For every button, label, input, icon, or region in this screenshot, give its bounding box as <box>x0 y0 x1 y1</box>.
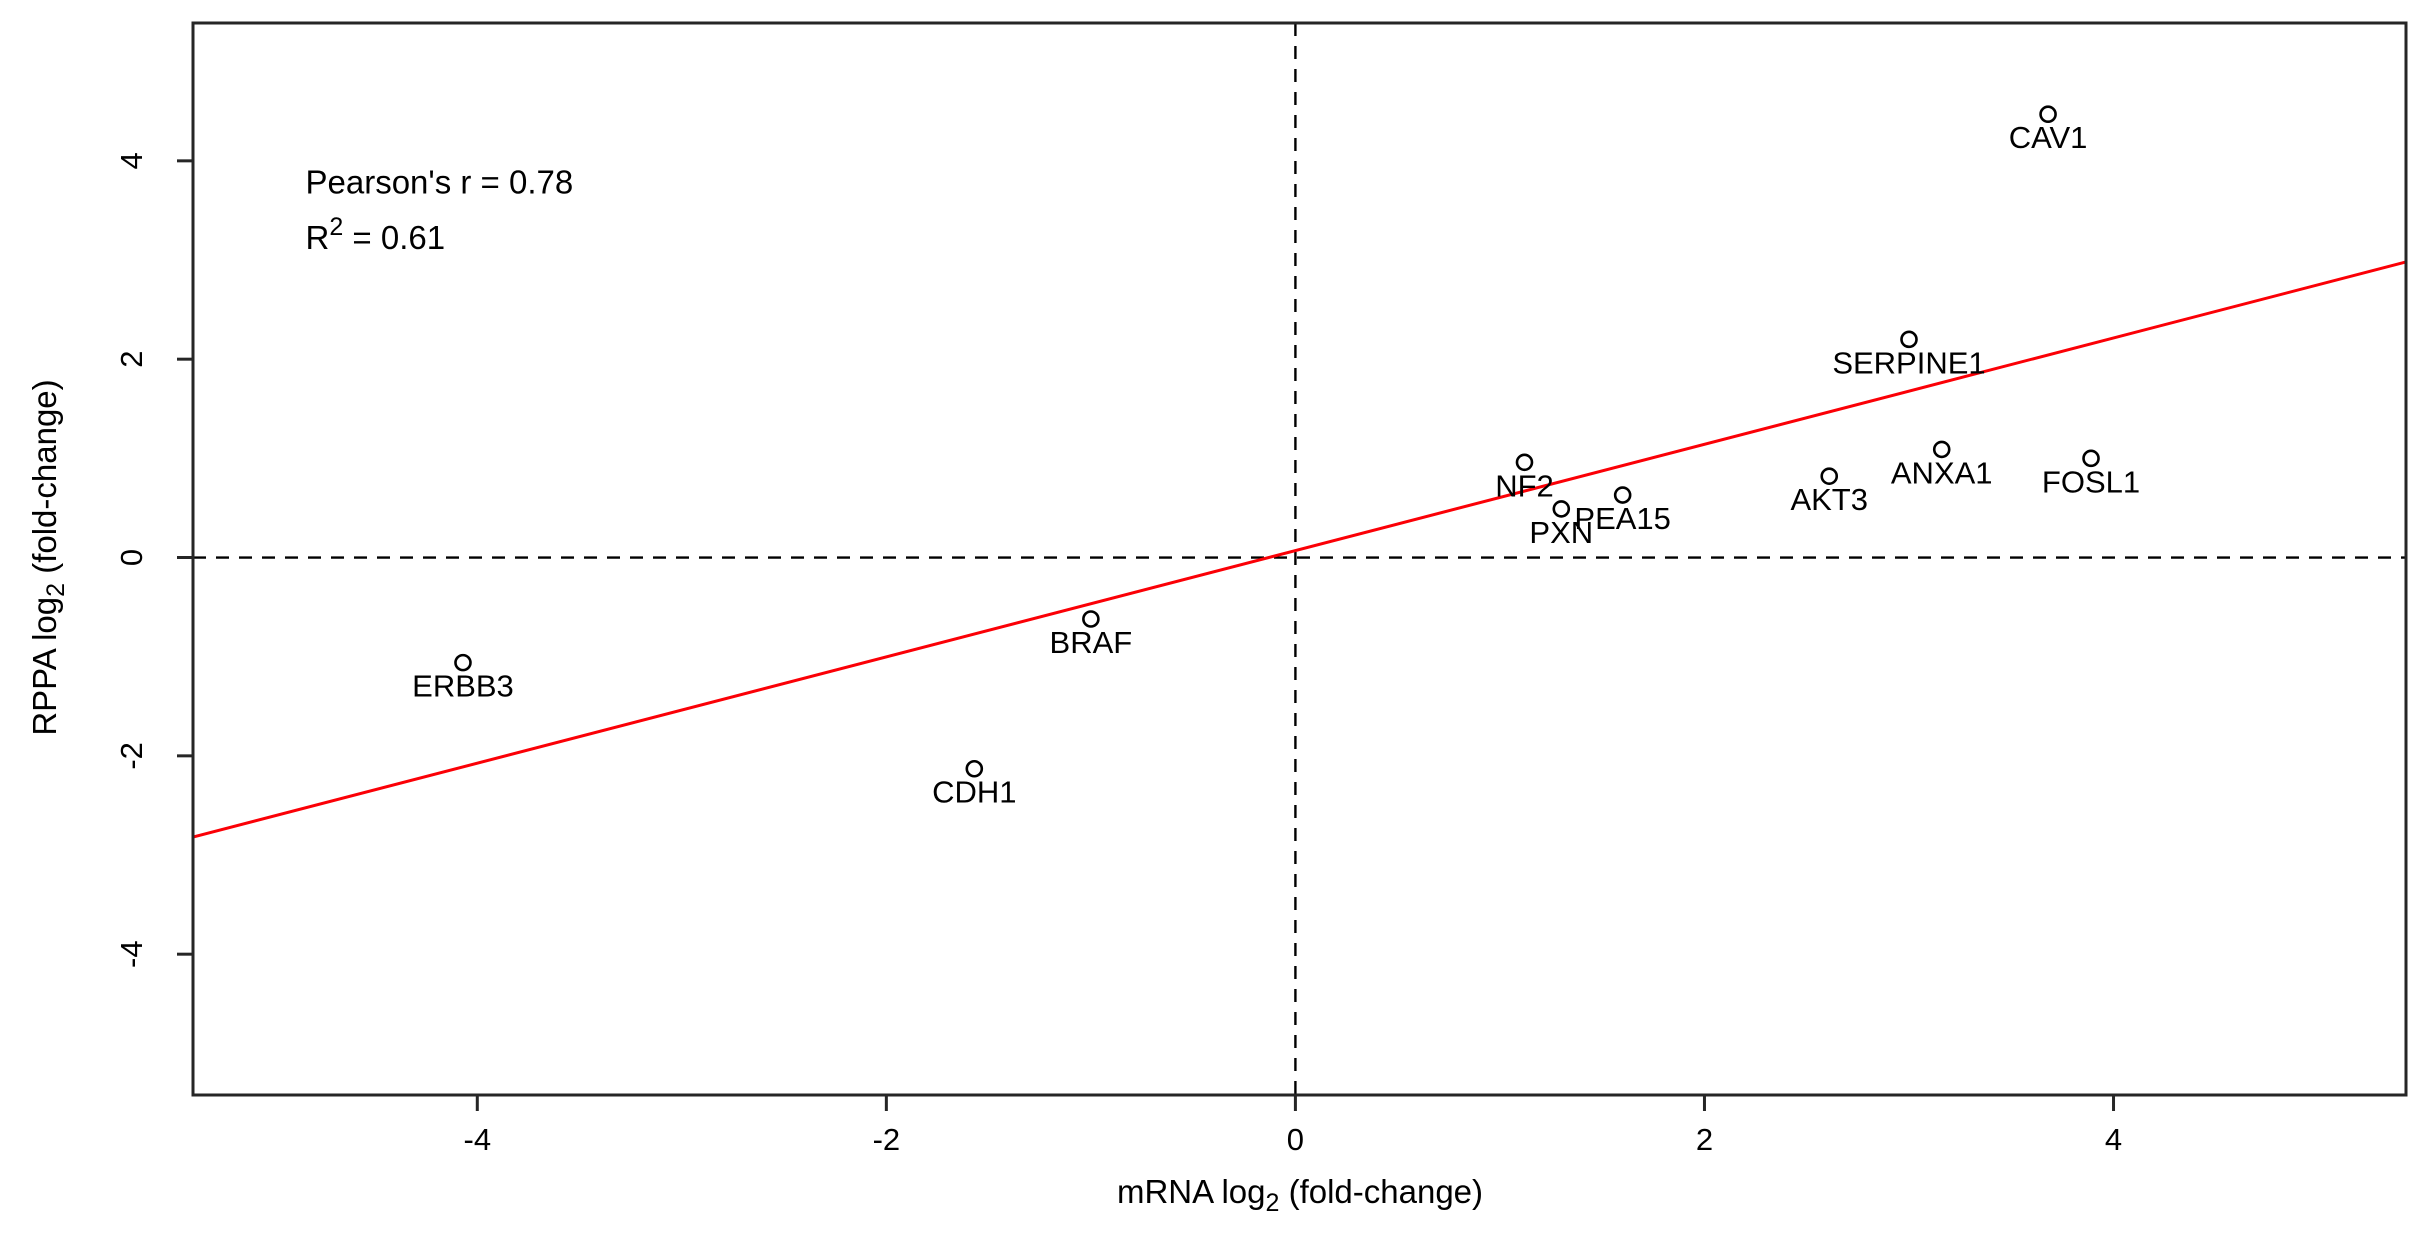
data-point-NF2: NF2 <box>1495 453 1554 503</box>
y-tick-label: 0 <box>114 549 149 566</box>
point-marker-AKT3 <box>1820 467 1839 485</box>
data-point-FOSL1: FOSL1 <box>2042 449 2140 499</box>
gene-label-ERBB3: ERBB3 <box>412 669 514 704</box>
point-marker-FOSL1 <box>2082 449 2100 468</box>
correlation-annotation: Pearson's r = 0.78 R2 = 0.61 <box>305 163 573 256</box>
data-point-ERBB3: ERBB3 <box>412 653 514 704</box>
zero-reference-lines <box>193 23 2406 1095</box>
data-point-SERPINE1: SERPINE1 <box>1832 330 1986 380</box>
gene-label-NF2: NF2 <box>1495 468 1554 503</box>
y-tick-label: -2 <box>114 742 149 770</box>
data-point-AKT3: AKT3 <box>1790 467 1868 517</box>
point-marker-ERBB3 <box>454 653 472 672</box>
gene-label-ANXA1: ANXA1 <box>1891 455 1993 490</box>
point-marker-NF2 <box>1515 453 1534 472</box>
y-tick-label: -4 <box>114 940 149 968</box>
data-point-PXN: PXN <box>1529 500 1593 550</box>
data-point-CDH1: CDH1 <box>932 759 1017 810</box>
gene-label-AKT3: AKT3 <box>1790 482 1868 517</box>
gene-label-PEA15: PEA15 <box>1574 501 1671 536</box>
point-marker-PXN <box>1552 500 1571 518</box>
x-tick-label: -2 <box>873 1122 901 1157</box>
point-marker-ANXA1 <box>1932 440 1951 459</box>
gene-label-PXN: PXN <box>1529 515 1593 550</box>
x-tick-label: 0 <box>1287 1122 1304 1157</box>
data-point-BRAF: BRAF <box>1050 610 1133 660</box>
x-tick-label: 2 <box>1696 1122 1713 1157</box>
point-marker-PEA15 <box>1613 486 1632 504</box>
data-point-ANXA1: ANXA1 <box>1891 440 1993 490</box>
r-squared-text: R2 = 0.61 <box>305 213 445 256</box>
gene-label-FOSL1: FOSL1 <box>2042 464 2140 499</box>
gene-label-BRAF: BRAF <box>1050 625 1133 660</box>
point-marker-SERPINE1 <box>1900 330 1918 349</box>
point-marker-CDH1 <box>965 759 984 778</box>
x-tick-label: 4 <box>2105 1122 2122 1157</box>
regression-line <box>192 260 2407 839</box>
y-tick-label: 4 <box>114 152 149 169</box>
x-axis: -4 -2 0 2 4 <box>464 1095 2122 1157</box>
point-marker-CAV1 <box>2039 105 2057 124</box>
axis-titles: mRNA log2 (fold-change) RPPA log2 (fold-c… <box>26 379 1483 1217</box>
axis-title: RPPA log2 (fold-change) <box>26 379 70 735</box>
y-axis: -4 -2 0 2 4 <box>114 152 193 968</box>
gene-label-CAV1: CAV1 <box>2009 120 2088 155</box>
pearson-r-text: Pearson's r = 0.78 <box>305 163 573 200</box>
gene-label-CDH1: CDH1 <box>932 775 1016 810</box>
data-point-CAV1: CAV1 <box>2009 105 2088 155</box>
y-tick-label: 2 <box>114 351 149 368</box>
axis-title: mRNA log2 (fold-change) <box>1117 1173 1483 1217</box>
point-marker-BRAF <box>1082 610 1100 628</box>
data-point-PEA15: PEA15 <box>1574 486 1671 536</box>
x-tick-label: -4 <box>464 1122 492 1157</box>
gene-label-SERPINE1: SERPINE1 <box>1832 345 1985 380</box>
